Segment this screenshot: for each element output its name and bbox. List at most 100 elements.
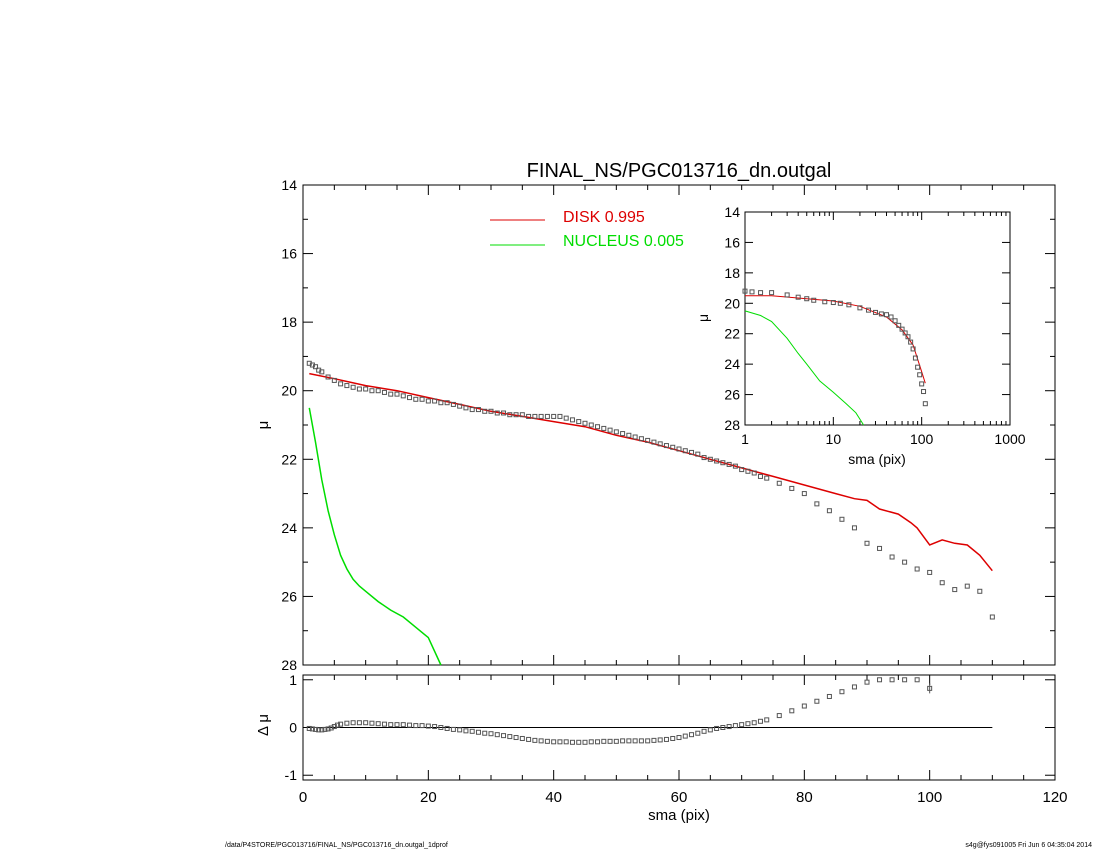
residual-data-point <box>764 717 770 723</box>
residual-xtick-label: 100 <box>917 789 942 806</box>
main-data-point <box>613 429 619 435</box>
main-data-point <box>450 401 456 407</box>
main-data-point <box>325 374 331 380</box>
main-data-point <box>569 417 575 423</box>
main-data-point <box>745 468 751 474</box>
main-data-point <box>902 559 908 565</box>
main-data-point <box>350 384 356 390</box>
main-ytick-label: 26 <box>281 588 297 604</box>
legend: DISK 0.995 NUCLEUS 0.005 <box>490 209 684 250</box>
main-data-point <box>670 444 676 450</box>
main-data-point <box>313 364 319 370</box>
main-data-point <box>576 419 582 425</box>
main-data-point <box>638 436 644 442</box>
residual-data-point <box>902 677 908 683</box>
residual-data-point <box>726 724 732 730</box>
residual-data-point <box>551 739 557 745</box>
main-data-point <box>626 432 632 438</box>
main-data-point <box>388 391 394 397</box>
main-ytick-label: 14 <box>281 177 297 193</box>
main-data-point <box>676 446 682 452</box>
main-data-point <box>927 569 933 575</box>
residual-ylabel: Δ μ <box>255 714 272 736</box>
main-data-point <box>814 501 820 507</box>
inset-data-point <box>795 294 801 300</box>
residual-data-point <box>801 703 807 709</box>
residual-data-point <box>588 739 594 745</box>
main-data-point <box>425 398 431 404</box>
main-data-point <box>588 422 594 428</box>
residual-data-point <box>557 739 563 745</box>
inset-data-point <box>912 355 918 361</box>
main-ytick-label: 24 <box>281 520 297 536</box>
main-data-point <box>457 403 463 409</box>
main-ytick-label: 18 <box>281 314 297 330</box>
residual-data-point <box>538 738 544 744</box>
main-data-point <box>463 405 469 411</box>
main-data-point <box>538 413 544 419</box>
residual-data-point <box>432 724 438 730</box>
main-data-point <box>363 386 369 392</box>
residual-data-point <box>438 725 444 730</box>
residual-ytick-label: -1 <box>285 767 298 783</box>
inset-data-point <box>822 299 828 305</box>
main-data-point <box>438 400 444 406</box>
residual-data-point <box>381 721 387 727</box>
residual-xtick-label: 60 <box>671 789 688 806</box>
residual-data-point <box>532 737 538 743</box>
main-data-point <box>826 508 832 514</box>
main-data-point <box>488 408 494 414</box>
residual-ytick-label: 1 <box>289 672 297 688</box>
residual-data-point <box>425 723 431 729</box>
inset-data-point <box>915 364 921 370</box>
residual-data-point <box>334 722 340 728</box>
residual-data-point <box>316 727 322 733</box>
inset-data-point <box>908 339 914 345</box>
main-data-point <box>707 456 713 462</box>
main-data-point <box>789 485 795 491</box>
main-data-point <box>776 480 782 486</box>
inset-frame <box>744 211 1011 426</box>
residual-data-point <box>601 738 607 744</box>
main-data-point <box>720 460 726 466</box>
residual-xtick-label: 40 <box>545 789 562 806</box>
residual-data-point <box>544 738 550 744</box>
residual-data-point <box>419 723 425 729</box>
residual-data-point <box>701 728 707 734</box>
main-data-point <box>757 473 763 479</box>
inset-data-point <box>830 300 836 306</box>
residual-data-point <box>645 738 651 744</box>
residual-data-point <box>607 738 613 744</box>
main-data-point <box>889 554 895 560</box>
inset-xtick-label: 10 <box>826 431 842 447</box>
residual-data-point <box>338 721 344 727</box>
inset-data-point <box>804 296 810 302</box>
residual-data-point <box>732 723 738 729</box>
residual-data-point <box>369 720 375 726</box>
residual-data-point <box>776 713 782 719</box>
inset-data-point <box>758 290 764 296</box>
main-data-point <box>732 463 738 469</box>
main-data-point <box>369 388 375 394</box>
main-data-point <box>551 413 557 419</box>
main-data-point <box>726 461 732 467</box>
main-data-point <box>381 389 387 395</box>
main-data-point <box>607 427 613 433</box>
legend-disk-label: DISK 0.995 <box>563 209 645 226</box>
inset-xtick-label: 1000 <box>994 431 1025 447</box>
main-data-point <box>914 566 920 572</box>
main-data-point <box>394 391 400 397</box>
inset-data-point <box>905 334 911 340</box>
residual-data-point <box>526 736 532 742</box>
main-data-point <box>563 415 569 421</box>
main-data-point <box>989 614 995 620</box>
residual-data-point <box>626 738 632 744</box>
main-data-point <box>557 413 563 419</box>
main-data-point <box>344 383 350 389</box>
inset-ytick-label: 28 <box>724 417 740 433</box>
inset-ytick-label: 22 <box>724 326 740 342</box>
inset-data-point <box>910 346 916 352</box>
inset-data-point <box>896 322 902 328</box>
